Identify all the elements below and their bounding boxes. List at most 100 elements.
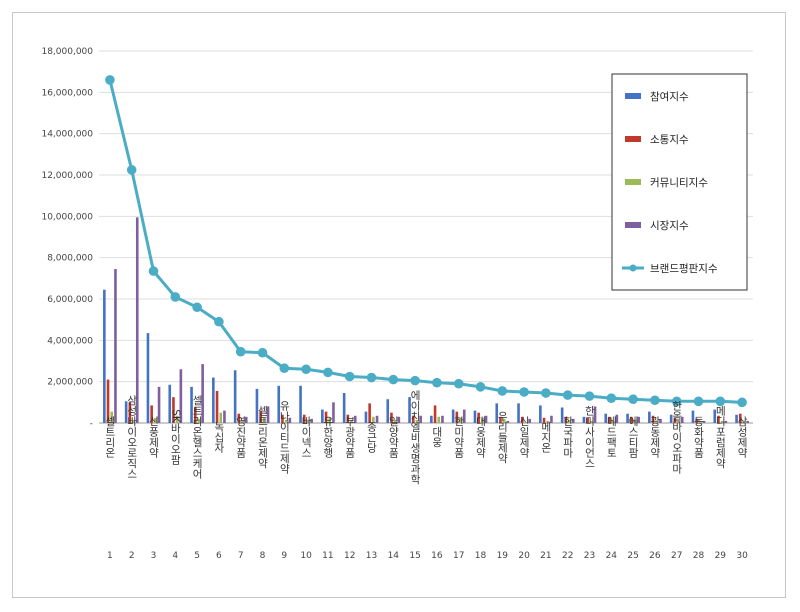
bar-참여지수 xyxy=(539,405,542,423)
bar-시장지수 xyxy=(462,409,466,423)
rank-label: 26 xyxy=(649,551,661,561)
legend-swatch xyxy=(625,179,641,185)
line-point xyxy=(562,390,573,400)
bar-소통지수 xyxy=(564,416,568,423)
category-label: 셀트리온제약 xyxy=(257,406,269,470)
line-point xyxy=(541,388,551,398)
category-label: 에스티팜 xyxy=(627,416,639,458)
category-label: 유나이티드제약 xyxy=(278,400,290,474)
rank-label: 15 xyxy=(409,551,420,561)
category-label: 바이넥스 xyxy=(300,416,312,458)
rank-label: 2 xyxy=(129,551,135,561)
rank-label: 18 xyxy=(475,551,487,561)
bar-시장지수 xyxy=(506,420,510,423)
category-label: 대웅제약 xyxy=(475,416,487,459)
category-label: 메지온 xyxy=(540,421,552,453)
line-point xyxy=(323,367,333,378)
rank-label: 22 xyxy=(562,551,573,561)
y-tick-label: 10,000,000 xyxy=(41,212,93,222)
bar-시장지수 xyxy=(593,406,597,423)
bar-커뮤니티지수 xyxy=(524,421,528,423)
y-tick-label: 2,000,000 xyxy=(47,378,93,388)
line-point xyxy=(214,316,224,327)
bar-소통지수 xyxy=(324,411,328,423)
rank-label: 11 xyxy=(322,551,333,561)
bar-커뮤니티지수 xyxy=(742,420,746,423)
bar-커뮤니티지수 xyxy=(633,419,637,423)
y-tick-label: 4,000,000 xyxy=(47,336,93,346)
category-label: 삼성제약 xyxy=(736,416,748,459)
bar-소통지수 xyxy=(128,402,132,423)
bar-소통지수 xyxy=(368,403,371,423)
bar-시장지수 xyxy=(550,415,553,423)
bar-소통지수 xyxy=(695,418,698,423)
legend-swatch xyxy=(625,222,641,228)
bar-커뮤니티지수 xyxy=(197,418,201,423)
rank-label: 1 xyxy=(107,551,113,561)
bar-소통지수 xyxy=(215,390,219,423)
line-point xyxy=(606,393,617,404)
category-label: 대웅 xyxy=(431,427,443,448)
bar-소통지수 xyxy=(259,410,262,423)
rank-label: 29 xyxy=(715,551,727,561)
bars xyxy=(103,217,749,423)
rank-label: 17 xyxy=(453,551,464,561)
y-axis-ticks: - 2,000,000 4,000,000 6,000,000 8,000,000 10,… xyxy=(41,47,93,429)
bar-시장지수 xyxy=(157,386,161,423)
rank-label: 5 xyxy=(194,551,200,561)
rank-label: 10 xyxy=(300,551,312,561)
bar-시장지수 xyxy=(746,420,749,423)
bar-시장지수 xyxy=(288,417,292,423)
category-label: 유한양행 xyxy=(322,416,334,458)
bar-참여지수 xyxy=(735,414,738,423)
bar-시장지수 xyxy=(353,415,357,423)
line-point xyxy=(432,377,442,388)
bar-커뮤니티지수 xyxy=(699,420,702,423)
rank-label: 4 xyxy=(172,551,178,561)
category-label: 신풍제약 xyxy=(148,416,160,459)
bar-소통지수 xyxy=(302,414,306,423)
gridlines xyxy=(99,50,753,424)
category-label: 일양약품 xyxy=(387,415,399,458)
bar-참여지수 xyxy=(713,409,717,423)
rank-label: 30 xyxy=(736,551,748,561)
bar-참여지수 xyxy=(604,413,608,423)
rank-label: 21 xyxy=(540,551,551,561)
bar-소통지수 xyxy=(172,397,175,423)
bar-시장지수 xyxy=(310,418,313,423)
bar-참여지수 xyxy=(517,403,520,423)
bar-소통지수 xyxy=(717,415,720,423)
chart-frame: - 2,000,000 4,000,000 6,000,000 8,000,000 10,… xyxy=(12,12,786,598)
category-label: 종근당 xyxy=(366,421,378,453)
bar-소통지수 xyxy=(542,417,546,423)
bar-커뮤니티지수 xyxy=(481,417,484,423)
bar-참여지수 xyxy=(277,385,281,423)
brand-line xyxy=(105,75,747,408)
category-label: 셀트리온 xyxy=(104,416,116,458)
bar-시장지수 xyxy=(724,420,728,423)
bar-시장지수 xyxy=(419,415,422,423)
bar-참여지수 xyxy=(626,413,629,423)
bar-커뮤니티지수 xyxy=(437,416,441,423)
category-label: 삼성바이오로직스 xyxy=(126,395,138,479)
category-label: SK바이오팜 xyxy=(169,409,181,465)
bar-커뮤니티지수 xyxy=(677,420,680,423)
category-label: 한올바이오파마 xyxy=(671,400,683,474)
bar-커뮤니티지수 xyxy=(415,419,419,423)
legend-label: 브랜드평판지수 xyxy=(650,263,718,275)
bar-커뮤니티지수 xyxy=(502,418,506,423)
bar-참여지수 xyxy=(124,401,128,423)
line-point xyxy=(693,396,704,407)
category-label: 동화약품 xyxy=(693,416,705,458)
rank-label: 25 xyxy=(627,551,638,561)
line-point xyxy=(410,375,420,386)
bar-소통지수 xyxy=(608,416,611,423)
y-tick-label: 8,000,000 xyxy=(47,254,93,264)
bar-시장지수 xyxy=(266,406,270,423)
y-tick-label: 12,000,000 xyxy=(41,171,93,181)
bar-시장지수 xyxy=(680,416,684,423)
bar-소통지수 xyxy=(411,415,415,423)
y-tick-label: 18,000,000 xyxy=(41,47,93,57)
bar-커뮤니티지수 xyxy=(219,412,223,423)
line-point xyxy=(126,165,137,175)
